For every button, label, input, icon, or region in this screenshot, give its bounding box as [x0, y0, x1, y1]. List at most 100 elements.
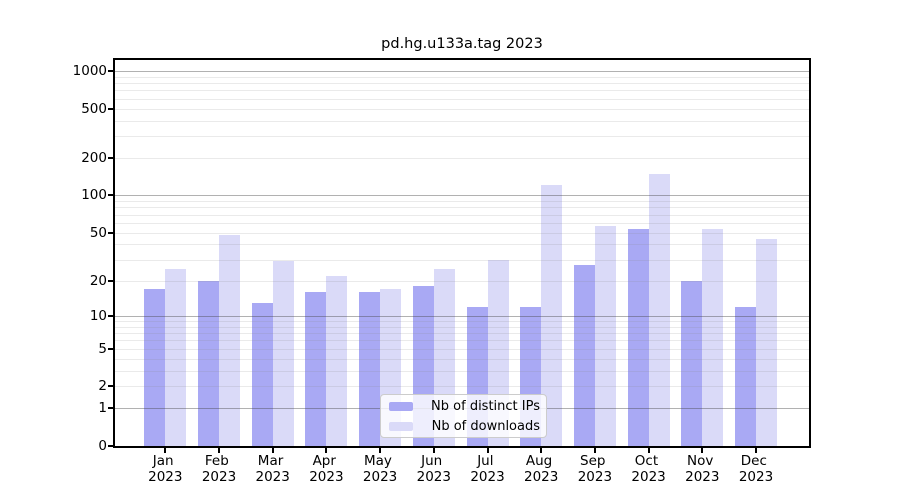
bar-ips-feb [198, 280, 219, 446]
x-tick-label-mar: Mar 2023 [255, 453, 290, 485]
legend-label-downloads: Nb of downloads [431, 418, 540, 434]
y-tick-label-5: 5 [98, 340, 107, 357]
y-tick-label-1: 1 [98, 400, 107, 417]
plot-area [113, 58, 811, 448]
y-tick-mark-20 [108, 279, 113, 282]
gridline-4 [115, 358, 809, 360]
bar-ips-may [359, 292, 381, 446]
y-tick-label-20: 20 [89, 272, 107, 289]
y-tick-mark-5 [108, 347, 113, 350]
bar-downloads-jan [165, 269, 187, 446]
gridline-8 [115, 326, 809, 328]
bar-downloads-nov [702, 228, 724, 446]
bar-downloads-apr [326, 275, 348, 446]
x-tick-label-jan: Jan 2023 [148, 453, 183, 485]
x-tick-label-jul: Jul 2023 [470, 453, 505, 485]
x-tick-label-sep: Sep 2023 [577, 453, 613, 485]
bar-downloads-dec [756, 239, 777, 446]
y-tick-label-2: 2 [98, 378, 107, 395]
gridline-10 [115, 315, 809, 317]
gridline-40 [115, 244, 809, 246]
y-tick-label-100: 100 [81, 187, 107, 204]
legend-item-downloads: Nb of downloads [387, 418, 540, 435]
gridline-70 [115, 214, 809, 216]
gridline-6 [115, 340, 809, 342]
x-tick-mark-may [379, 448, 382, 453]
x-tick-label-aug: Aug 2023 [524, 453, 559, 485]
gridline-500 [115, 108, 809, 110]
x-tick-mark-feb [218, 448, 220, 453]
gridline-3 [115, 370, 809, 372]
x-tick-mark-jan [164, 448, 167, 453]
x-tick-mark-jul [486, 448, 489, 453]
legend-label-distinct-ips: Nb of distinct IPs [431, 398, 540, 414]
y-tick-mark-1 [108, 407, 113, 410]
legend: Nb of distinct IPs Nb of downloads [380, 394, 547, 438]
x-tick-label-dec: Dec 2023 [738, 453, 774, 485]
gridline-7 [115, 333, 809, 335]
y-tick-mark-10 [108, 314, 113, 317]
x-tick-mark-jun [432, 448, 435, 453]
x-tick-mark-sep [593, 448, 596, 453]
y-tick-label-500: 500 [81, 100, 107, 117]
gridline-5 [115, 348, 809, 350]
bar-ips-apr [305, 292, 327, 446]
gridlines-layer [115, 60, 809, 446]
gridline-900 [115, 76, 809, 78]
gridline-400 [115, 120, 809, 122]
gridline-300 [115, 136, 809, 138]
gridline-100 [115, 195, 809, 197]
y-tick-label-1000: 1000 [72, 63, 107, 79]
y-tick-label-200: 200 [81, 150, 107, 167]
bar-ips-mar [251, 302, 273, 446]
x-tick-mark-nov [701, 448, 704, 453]
y-tick-mark-200 [108, 157, 113, 160]
chart-title: pd.hg.u133a.tag 2023 [381, 36, 543, 52]
x-tick-label-oct: Oct 2023 [631, 453, 666, 485]
bar-ips-sep [573, 265, 595, 446]
y-tick-mark-500 [108, 107, 113, 110]
gridline-800 [115, 83, 809, 85]
x-tick-label-may: May 2023 [362, 453, 398, 485]
x-tick-label-feb: Feb 2023 [201, 453, 237, 485]
x-tick-label-nov: Nov 2023 [685, 453, 720, 485]
gridline-20 [115, 280, 809, 282]
x-tick-mark-oct [647, 448, 650, 453]
x-tick-mark-dec [755, 448, 757, 453]
y-tick-mark-0 [108, 445, 113, 447]
gridline-90 [115, 201, 809, 203]
bar-downloads-feb [219, 234, 240, 446]
y-tick-mark-2 [108, 385, 113, 388]
gridline-80 [115, 207, 809, 209]
gridline-200 [115, 158, 809, 160]
y-tick-label-50: 50 [89, 224, 107, 241]
gridline-9 [115, 321, 809, 323]
bar-ips-dec [735, 306, 756, 446]
y-tick-mark-50 [108, 231, 113, 234]
x-tick-label-jun: Jun 2023 [416, 453, 451, 485]
y-tick-mark-100 [108, 194, 113, 197]
x-tick-mark-apr [325, 448, 328, 453]
gridline-600 [115, 98, 809, 100]
x-tick-mark-mar [271, 448, 274, 453]
y-tick-label-0: 0 [98, 438, 107, 454]
bar-ips-oct [627, 229, 649, 446]
y-tick-mark-1000 [108, 70, 113, 72]
bar-downloads-aug [541, 184, 563, 446]
x-tick-mark-aug [540, 448, 543, 453]
legend-item-distinct-ips: Nb of distinct IPs [387, 398, 540, 415]
gridline-60 [115, 222, 809, 224]
distinct-ips-swatch-icon [389, 401, 413, 411]
gridline-1000 [115, 71, 809, 72]
gridline-50 [115, 232, 809, 234]
gridline-700 [115, 90, 809, 92]
bar-ips-jan [144, 289, 166, 446]
bar-downloads-mar [272, 261, 294, 446]
bar-downloads-sep [594, 225, 616, 446]
x-tick-label-apr: Apr 2023 [309, 453, 344, 485]
bar-downloads-oct [648, 173, 670, 446]
y-tick-label-10: 10 [89, 307, 107, 324]
gridline-2 [115, 386, 809, 388]
bar-ips-nov [681, 280, 703, 446]
